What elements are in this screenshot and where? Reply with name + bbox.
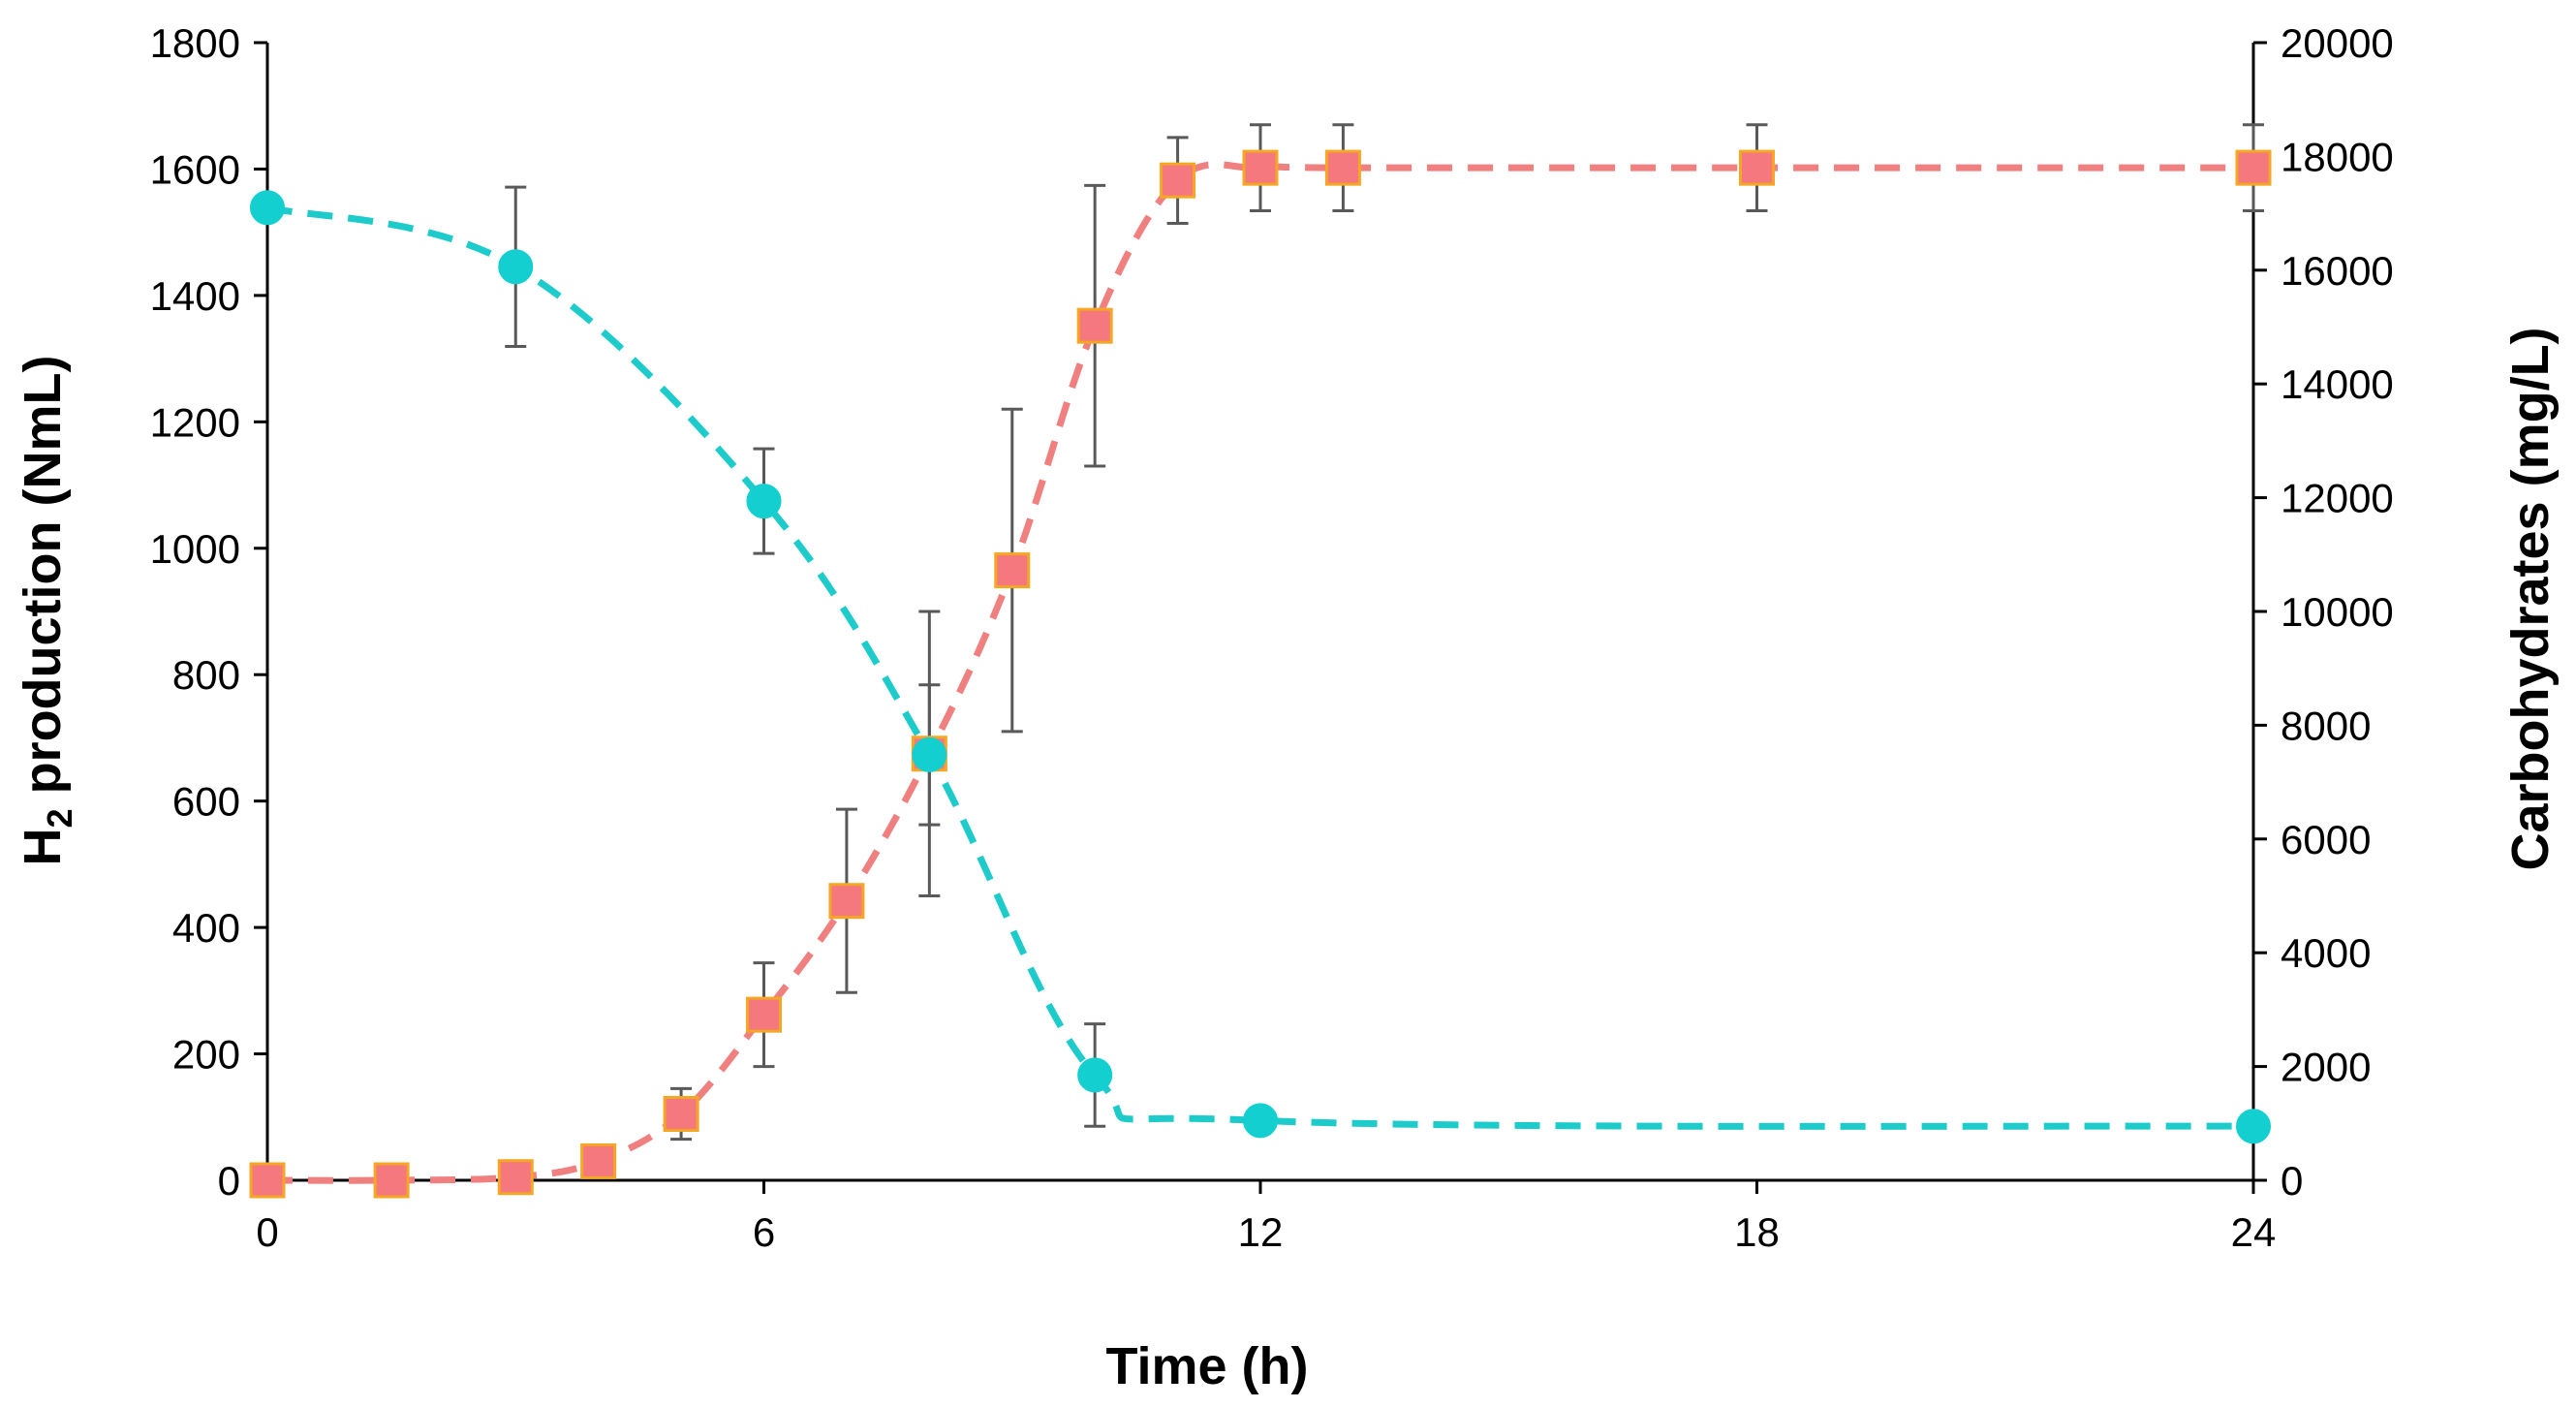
y-tick-label-0: 0 <box>218 1158 240 1204</box>
h2-point-14 <box>2235 149 2272 186</box>
y2-tick-label-20000: 20000 <box>2281 20 2394 66</box>
y2-axis-title: Carbohydrates (mg/L) <box>2501 327 2560 870</box>
h2-point-10 <box>1160 162 1196 199</box>
x-tick-label-12: 12 <box>1238 1209 1284 1255</box>
carbohydrates-point-6 <box>2236 1109 2271 1144</box>
y2-tick-label-10000: 10000 <box>2281 589 2394 635</box>
series-lines <box>266 161 2254 1184</box>
axes <box>254 41 2267 1194</box>
h2-point-4 <box>663 1096 699 1133</box>
x-tick-label-0: 0 <box>256 1209 278 1255</box>
error-bars <box>505 123 2264 1142</box>
y2-tick-label-6000: 6000 <box>2281 817 2371 862</box>
h2-point-3 <box>580 1142 617 1179</box>
y-axis-title-subscript: 2 <box>40 808 79 828</box>
carbohydrates-point-1 <box>498 249 534 285</box>
y-axis-title-prefix: H <box>14 828 72 865</box>
h2-point-12 <box>1324 149 1361 186</box>
y2-tick-label-0: 0 <box>2281 1158 2303 1204</box>
carbohydrates-point-4 <box>1077 1057 1113 1093</box>
x-tick-label-24: 24 <box>2231 1209 2277 1255</box>
y2-tick-label-4000: 4000 <box>2281 930 2371 976</box>
carbohydrates-series-line <box>266 203 2254 1130</box>
y2-tick-label-16000: 16000 <box>2281 248 2394 294</box>
h2-point-6 <box>828 883 865 920</box>
y-tick-label-400: 400 <box>172 905 240 951</box>
y-tick-label-200: 200 <box>172 1032 240 1078</box>
x-tick-label-18: 18 <box>1734 1209 1780 1255</box>
carbohydrates-point-5 <box>1243 1103 1278 1139</box>
y-axis-title: H2 production (NmL) <box>14 356 79 866</box>
h2-point-13 <box>1739 149 1775 186</box>
y2-tick-label-18000: 18000 <box>2281 134 2394 179</box>
carbohydrates-point-2 <box>746 484 782 519</box>
y2-tick-label-2000: 2000 <box>2281 1045 2371 1090</box>
series-markers <box>249 149 2272 1199</box>
h2-point-9 <box>1076 307 1113 344</box>
y2-tick-label-14000: 14000 <box>2281 361 2394 407</box>
y-axis-title-suffix: production (NmL) <box>14 356 72 809</box>
y-tick-label-1600: 1600 <box>150 146 240 192</box>
y-tick-label-1200: 1200 <box>150 399 240 445</box>
x-tick-label-6: 6 <box>753 1209 775 1255</box>
y2-tick-label-12000: 12000 <box>2281 476 2394 521</box>
h2-point-0 <box>249 1162 286 1199</box>
h2-series-line <box>266 161 2253 1184</box>
y-tick-label-600: 600 <box>172 779 240 825</box>
y-tick-label-1400: 1400 <box>150 273 240 319</box>
h2-point-8 <box>994 552 1031 589</box>
tick-labels: 0200400600800100012001400160018000200040… <box>150 20 2394 1255</box>
x-axis-title: Time (h) <box>1105 1337 1308 1395</box>
carbohydrates-point-3 <box>912 736 947 772</box>
h2-point-11 <box>1242 149 1279 186</box>
h2-point-5 <box>746 996 782 1033</box>
y-tick-label-1000: 1000 <box>150 526 240 572</box>
carbohydrates-point-0 <box>250 190 285 226</box>
y-tick-label-1800: 1800 <box>150 20 240 66</box>
h2-point-1 <box>373 1162 410 1199</box>
y-tick-label-800: 800 <box>172 652 240 698</box>
h2-point-2 <box>497 1159 534 1196</box>
y2-tick-label-8000: 8000 <box>2281 703 2371 748</box>
